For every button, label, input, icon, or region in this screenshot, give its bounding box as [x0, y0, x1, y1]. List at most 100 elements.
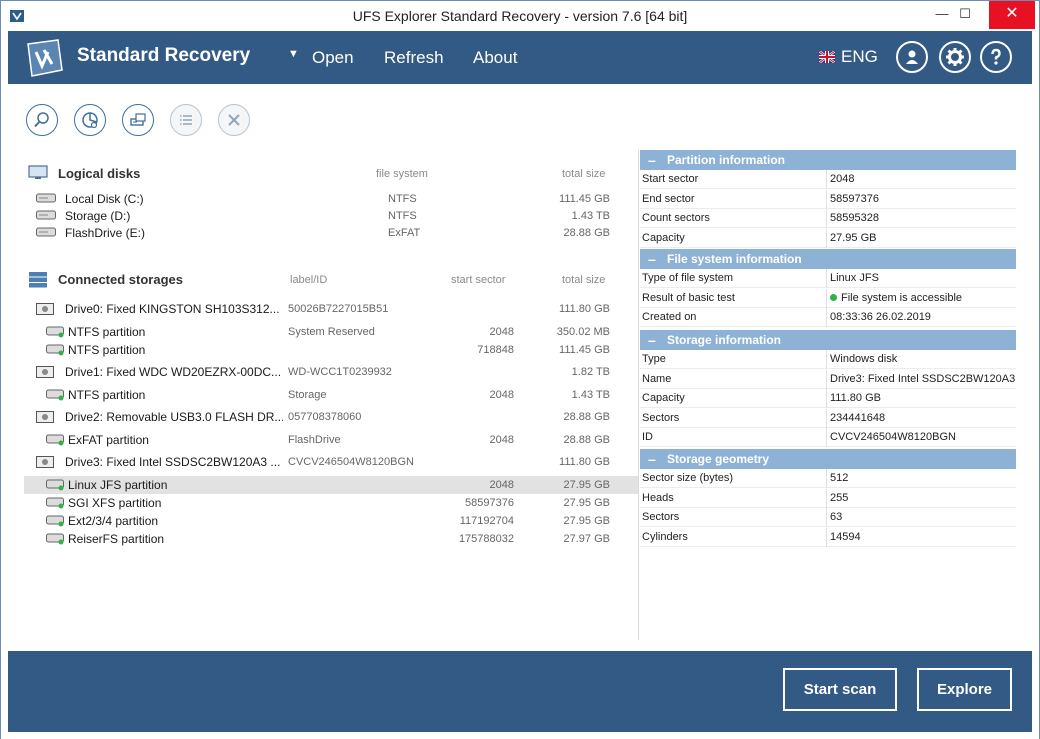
minimize-button[interactable]: — — [935, 6, 949, 21]
storage-name: ReiserFS partition — [68, 532, 165, 546]
bottom-bar: Start scan Explore — [8, 651, 1032, 732]
collapse-icon[interactable]: – — [648, 251, 656, 267]
language-selector[interactable]: ENG — [841, 47, 878, 66]
disk-file-system: ExFAT — [388, 227, 421, 239]
property-row: Heads 255 — [640, 488, 1016, 508]
about-menu[interactable]: About — [473, 48, 518, 67]
storage-partition-row[interactable]: NTFS partition System Reserved 2048 350.02 … — [24, 323, 638, 341]
storage-drive-row[interactable]: Drive1: Fixed WDC WD20EZRX-00DC... WD-WCC… — [24, 363, 638, 381]
logo-icon — [27, 39, 63, 77]
property-row: Result of basic test File system is acces… — [640, 288, 1016, 308]
close-button[interactable]: ✕ — [989, 1, 1035, 29]
storage-drive-row[interactable]: Drive3: Fixed Intel SSDSC2BW120A3 ... CVC… — [24, 453, 638, 471]
property-key: Cylinders — [642, 530, 688, 543]
storage-name: NTFS partition — [68, 388, 146, 402]
search-icon — [34, 112, 49, 128]
logical-disk-row[interactable]: FlashDrive (E:) ExFAT 28.88 GB — [24, 224, 638, 242]
property-row: Start sector 2048 — [640, 170, 1016, 189]
storage-drive-row[interactable]: Drive2: Removable USB3.0 FLASH DR... 0577… — [24, 408, 638, 426]
question-icon — [991, 48, 1001, 65]
storage-info-header[interactable]: – Storage information — [640, 330, 1016, 350]
group-title: Storage information — [667, 333, 782, 347]
explore-button[interactable]: Explore — [917, 668, 1012, 711]
menu-dropdown-icon[interactable]: ▼ — [288, 48, 299, 60]
storage-name: ExFAT partition — [68, 433, 149, 447]
cancel-icon — [228, 114, 240, 126]
partition-icon — [46, 533, 64, 545]
user-button[interactable] — [896, 41, 928, 73]
property-key: Capacity — [642, 231, 685, 244]
window-title: UFS Explorer Standard Recovery - version… — [352, 8, 688, 24]
property-value: 08:33:36 26.02.2019 — [830, 311, 931, 323]
property-row: Sectors 234441648 — [640, 408, 1016, 428]
storage-name: Linux JFS partition — [68, 478, 168, 492]
collapse-icon[interactable]: – — [648, 152, 656, 168]
refresh-menu[interactable]: Refresh — [384, 48, 444, 67]
property-row: Cylinders 14594 — [640, 527, 1016, 547]
storage-partition-row[interactable]: NTFS partition Storage 2048 1.43 TB — [24, 386, 638, 404]
property-row: End sector 58597376 — [640, 189, 1016, 209]
settings-button[interactable] — [939, 41, 971, 73]
disk-name: FlashDrive (E:) — [65, 226, 146, 240]
storage-start-sector: 2048 — [489, 326, 514, 338]
search-button[interactable] — [26, 104, 58, 136]
col-total-size: total size — [562, 168, 606, 180]
property-value: Windows disk — [830, 353, 898, 365]
list-button[interactable] — [170, 104, 202, 136]
storage-name: NTFS partition — [68, 325, 146, 339]
storage-partition-row[interactable]: NTFS partition 718848 111.45 GB — [24, 341, 638, 359]
monitor-icon — [28, 165, 48, 179]
list-icon — [180, 115, 192, 125]
logical-disks-header: Logical disks file system total size — [22, 163, 638, 183]
storage-partition-row[interactable]: SGI XFS partition 58597376 27.95 GB — [24, 494, 638, 512]
uk-flag-icon — [819, 51, 835, 63]
disk-image-button[interactable] — [122, 104, 154, 136]
storage-geometry-header[interactable]: – Storage geometry — [640, 449, 1016, 469]
property-value: 234441648 — [830, 411, 886, 424]
partition-icon — [46, 344, 64, 356]
property-key: Created on — [642, 311, 697, 323]
storage-start-sector: 2048 — [489, 479, 514, 491]
partition-info-header[interactable]: – Partition information — [640, 150, 1016, 170]
storage-name: Drive3: Fixed Intel SSDSC2BW120A3 ... — [65, 455, 281, 469]
partition-icon — [46, 434, 64, 446]
property-value: 58597376 — [830, 192, 879, 205]
property-key: Type — [642, 353, 666, 365]
logical-disk-row[interactable]: Storage (D:) NTFS 1.43 TB — [24, 207, 638, 225]
collapse-icon[interactable]: – — [648, 451, 656, 467]
storage-size: 27.95 GB — [563, 515, 610, 527]
storage-partition-row[interactable]: Linux JFS partition 2048 27.95 GB — [24, 476, 638, 494]
storage-partition-row[interactable]: ExFAT partition FlashDrive 2048 28.88 GB — [24, 431, 638, 449]
storage-size: 111.80 GB — [559, 303, 610, 315]
logical-disk-row[interactable]: Local Disk (C:) NTFS 111.45 GB — [24, 190, 638, 208]
hard-drive-icon — [36, 411, 54, 423]
help-button[interactable] — [980, 41, 1012, 73]
group-title: Storage geometry — [667, 452, 770, 466]
storage-partition-row[interactable]: Ext2/3/4 partition 117192704 27.95 GB — [24, 512, 638, 530]
property-key: Start sector — [642, 173, 699, 185]
cancel-button[interactable] — [218, 104, 250, 136]
file-system-info-header[interactable]: – File system information — [640, 249, 1016, 269]
property-row: Capacity 27.95 GB — [640, 228, 1016, 248]
storage-drive-row[interactable]: Drive0: Fixed KINGSTON SH103S312... 50026… — [24, 300, 638, 318]
open-menu[interactable]: Open — [312, 48, 354, 67]
collapse-icon[interactable]: – — [648, 332, 656, 348]
property-key: Name — [642, 372, 672, 385]
storage-label: WD-WCC1T0239932 — [288, 366, 392, 378]
storage-name: Drive2: Removable USB3.0 FLASH DR... — [65, 410, 283, 424]
panel-divider[interactable] — [638, 150, 639, 640]
storage-partition-row[interactable]: ReiserFS partition 175788032 27.97 GB — [24, 530, 638, 548]
start-scan-button[interactable]: Start scan — [783, 668, 897, 711]
storage-name: Drive1: Fixed WDC WD20EZRX-00DC... — [65, 365, 282, 379]
partition-button[interactable] — [74, 104, 106, 136]
maximize-button[interactable]: ☐ — [959, 6, 971, 21]
property-key: End sector — [642, 192, 695, 205]
property-key: Sector size (bytes) — [642, 472, 734, 484]
property-key: Result of basic test — [642, 291, 735, 304]
storage-start-sector: 175788032 — [458, 533, 514, 545]
col-start-sector: start sector — [451, 274, 506, 286]
group-title: File system information — [667, 252, 802, 266]
server-icon — [29, 272, 47, 288]
property-key: Capacity — [642, 392, 685, 404]
property-key: ID — [642, 431, 653, 443]
